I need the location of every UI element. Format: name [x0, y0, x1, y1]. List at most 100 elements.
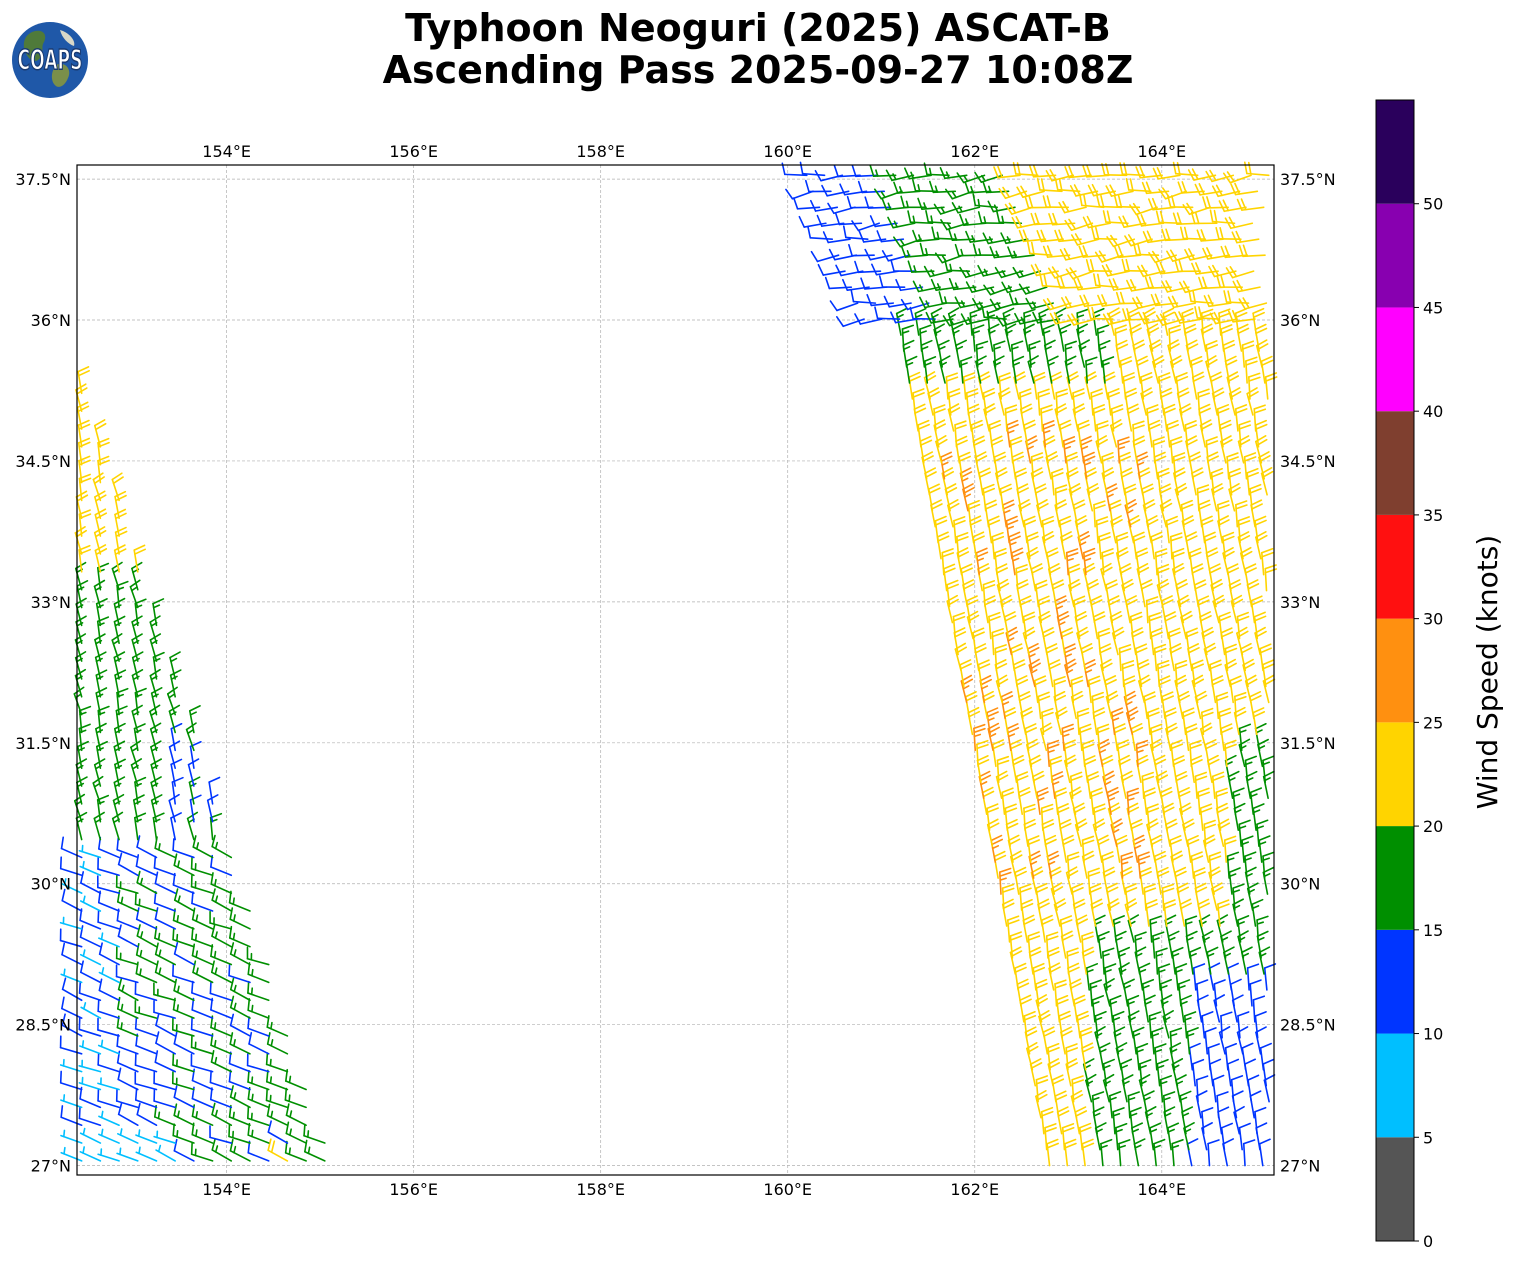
colorbar-tick-label: 20: [1423, 817, 1443, 836]
wind-barb: [190, 856, 214, 877]
wind-barb: [117, 1128, 139, 1144]
wind-barb: [1108, 278, 1137, 291]
wind-barb: [1097, 930, 1110, 959]
wind-barb: [1194, 183, 1223, 196]
wind-barb: [77, 740, 89, 769]
wind-barb: [229, 1032, 251, 1055]
wind-barb: [1258, 1138, 1271, 1167]
wind-barb: [211, 924, 233, 948]
wind-barb: [953, 516, 966, 544]
wind-barb: [1015, 564, 1029, 592]
wind-barb: [1153, 643, 1167, 672]
wind-barb: [1061, 723, 1075, 752]
wind-barb: [1223, 835, 1237, 863]
wind-barb: [1118, 1139, 1131, 1167]
wind-barb: [1163, 899, 1177, 927]
wind-barb: [1168, 627, 1181, 656]
wind-barb: [948, 277, 977, 291]
wind-barb: [155, 1013, 176, 1037]
lon-tick-label-bottom: 154°E: [202, 1180, 251, 1199]
wind-barb: [115, 1088, 139, 1109]
wind-barb: [1133, 1138, 1146, 1167]
wind-barb: [1202, 196, 1229, 209]
wind-barb: [851, 220, 880, 232]
wind-barb: [1243, 161, 1270, 177]
wind-barb: [1137, 851, 1151, 879]
wind-barb: [798, 215, 827, 228]
wind-barb: [1186, 1138, 1199, 1167]
wind-barb: [97, 909, 120, 930]
wind-barb: [191, 1068, 214, 1091]
wind-barb: [210, 960, 233, 984]
wind-barb: [1182, 707, 1195, 736]
lon-tick-label-top: 156°E: [389, 142, 438, 161]
wind-barb: [1027, 931, 1041, 959]
wind-barb: [1180, 610, 1193, 640]
wind-barb: [975, 340, 989, 368]
wind-barb: [1148, 250, 1177, 264]
wind-barb: [1092, 404, 1106, 432]
wind-barb: [976, 739, 989, 768]
wind-barb: [61, 888, 83, 912]
wind-barb: [1262, 755, 1275, 784]
wind-barb: [76, 776, 88, 805]
lat-tick-label-right: 34.5°N: [1280, 452, 1336, 471]
wind-barb: [1155, 313, 1185, 326]
wind-barb: [1216, 1091, 1229, 1119]
wind-barb: [1165, 515, 1179, 544]
wind-barb: [1001, 883, 1015, 911]
colorbar-segment: [1376, 929, 1414, 1034]
wind-barb: [1262, 851, 1275, 879]
wind-barb: [1248, 372, 1261, 400]
wind-barb: [850, 289, 877, 304]
wind-barb: [117, 924, 139, 948]
wind-barb: [817, 263, 846, 276]
colorbar-tick-label: 15: [1423, 921, 1443, 940]
wind-barb: [1162, 1091, 1176, 1119]
wind-barb: [942, 315, 972, 327]
wind-barb: [1226, 1058, 1240, 1087]
wind-barbs: [59, 161, 1278, 1167]
wind-barb: [209, 981, 233, 1002]
wind-barb: [1246, 468, 1260, 496]
wind-barb: [996, 210, 1023, 225]
wind-barb: [900, 298, 930, 311]
wind-barb: [1210, 467, 1224, 496]
wind-barb: [1079, 193, 1105, 209]
wind-barb: [890, 259, 917, 272]
wind-barb: [153, 1000, 176, 1019]
wind-barb: [1188, 547, 1202, 576]
wind-barb: [1184, 723, 1198, 752]
wind-barb: [1194, 306, 1221, 320]
wind-barb: [285, 1121, 307, 1144]
wind-barb: [206, 794, 219, 823]
wind-barb: [172, 927, 195, 948]
wind-barb: [1085, 963, 1099, 991]
wind-barb: [1143, 691, 1156, 720]
wind-barb: [75, 811, 88, 841]
wind-barb: [1141, 978, 1155, 1007]
wind-barb: [59, 928, 83, 948]
wind-barb: [1209, 1058, 1222, 1087]
wind-barb: [1124, 883, 1138, 911]
lat-tick-label-left: 34.5°N: [15, 452, 71, 471]
wind-barb: [1118, 644, 1132, 672]
wind-barb: [864, 196, 892, 209]
wind-barb: [929, 180, 957, 194]
wind-barb: [77, 366, 90, 395]
wind-barb: [114, 508, 127, 537]
wind-barb: [1211, 771, 1225, 800]
wind-barb: [1242, 658, 1255, 688]
wind-barb: [136, 835, 158, 859]
wind-barb: [890, 311, 919, 324]
wind-barb: [208, 776, 221, 805]
wind-barb: [974, 171, 1004, 183]
wind-barb: [134, 892, 158, 912]
lon-tick-label-bottom: 162°E: [950, 1180, 999, 1199]
wind-barb: [1067, 563, 1081, 592]
wind-barb: [994, 547, 1007, 576]
wind-barb: [1196, 484, 1210, 512]
wind-barb: [842, 225, 869, 241]
wind-barb: [930, 278, 959, 292]
wind-barb: [1042, 420, 1055, 448]
